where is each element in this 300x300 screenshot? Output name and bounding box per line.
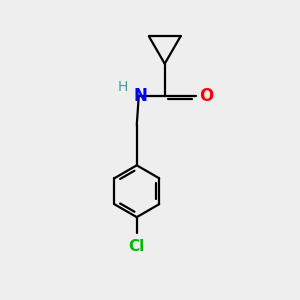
Text: O: O [199, 86, 213, 104]
Text: N: N [134, 86, 148, 104]
Text: H: H [118, 80, 128, 94]
Text: Cl: Cl [129, 238, 145, 253]
